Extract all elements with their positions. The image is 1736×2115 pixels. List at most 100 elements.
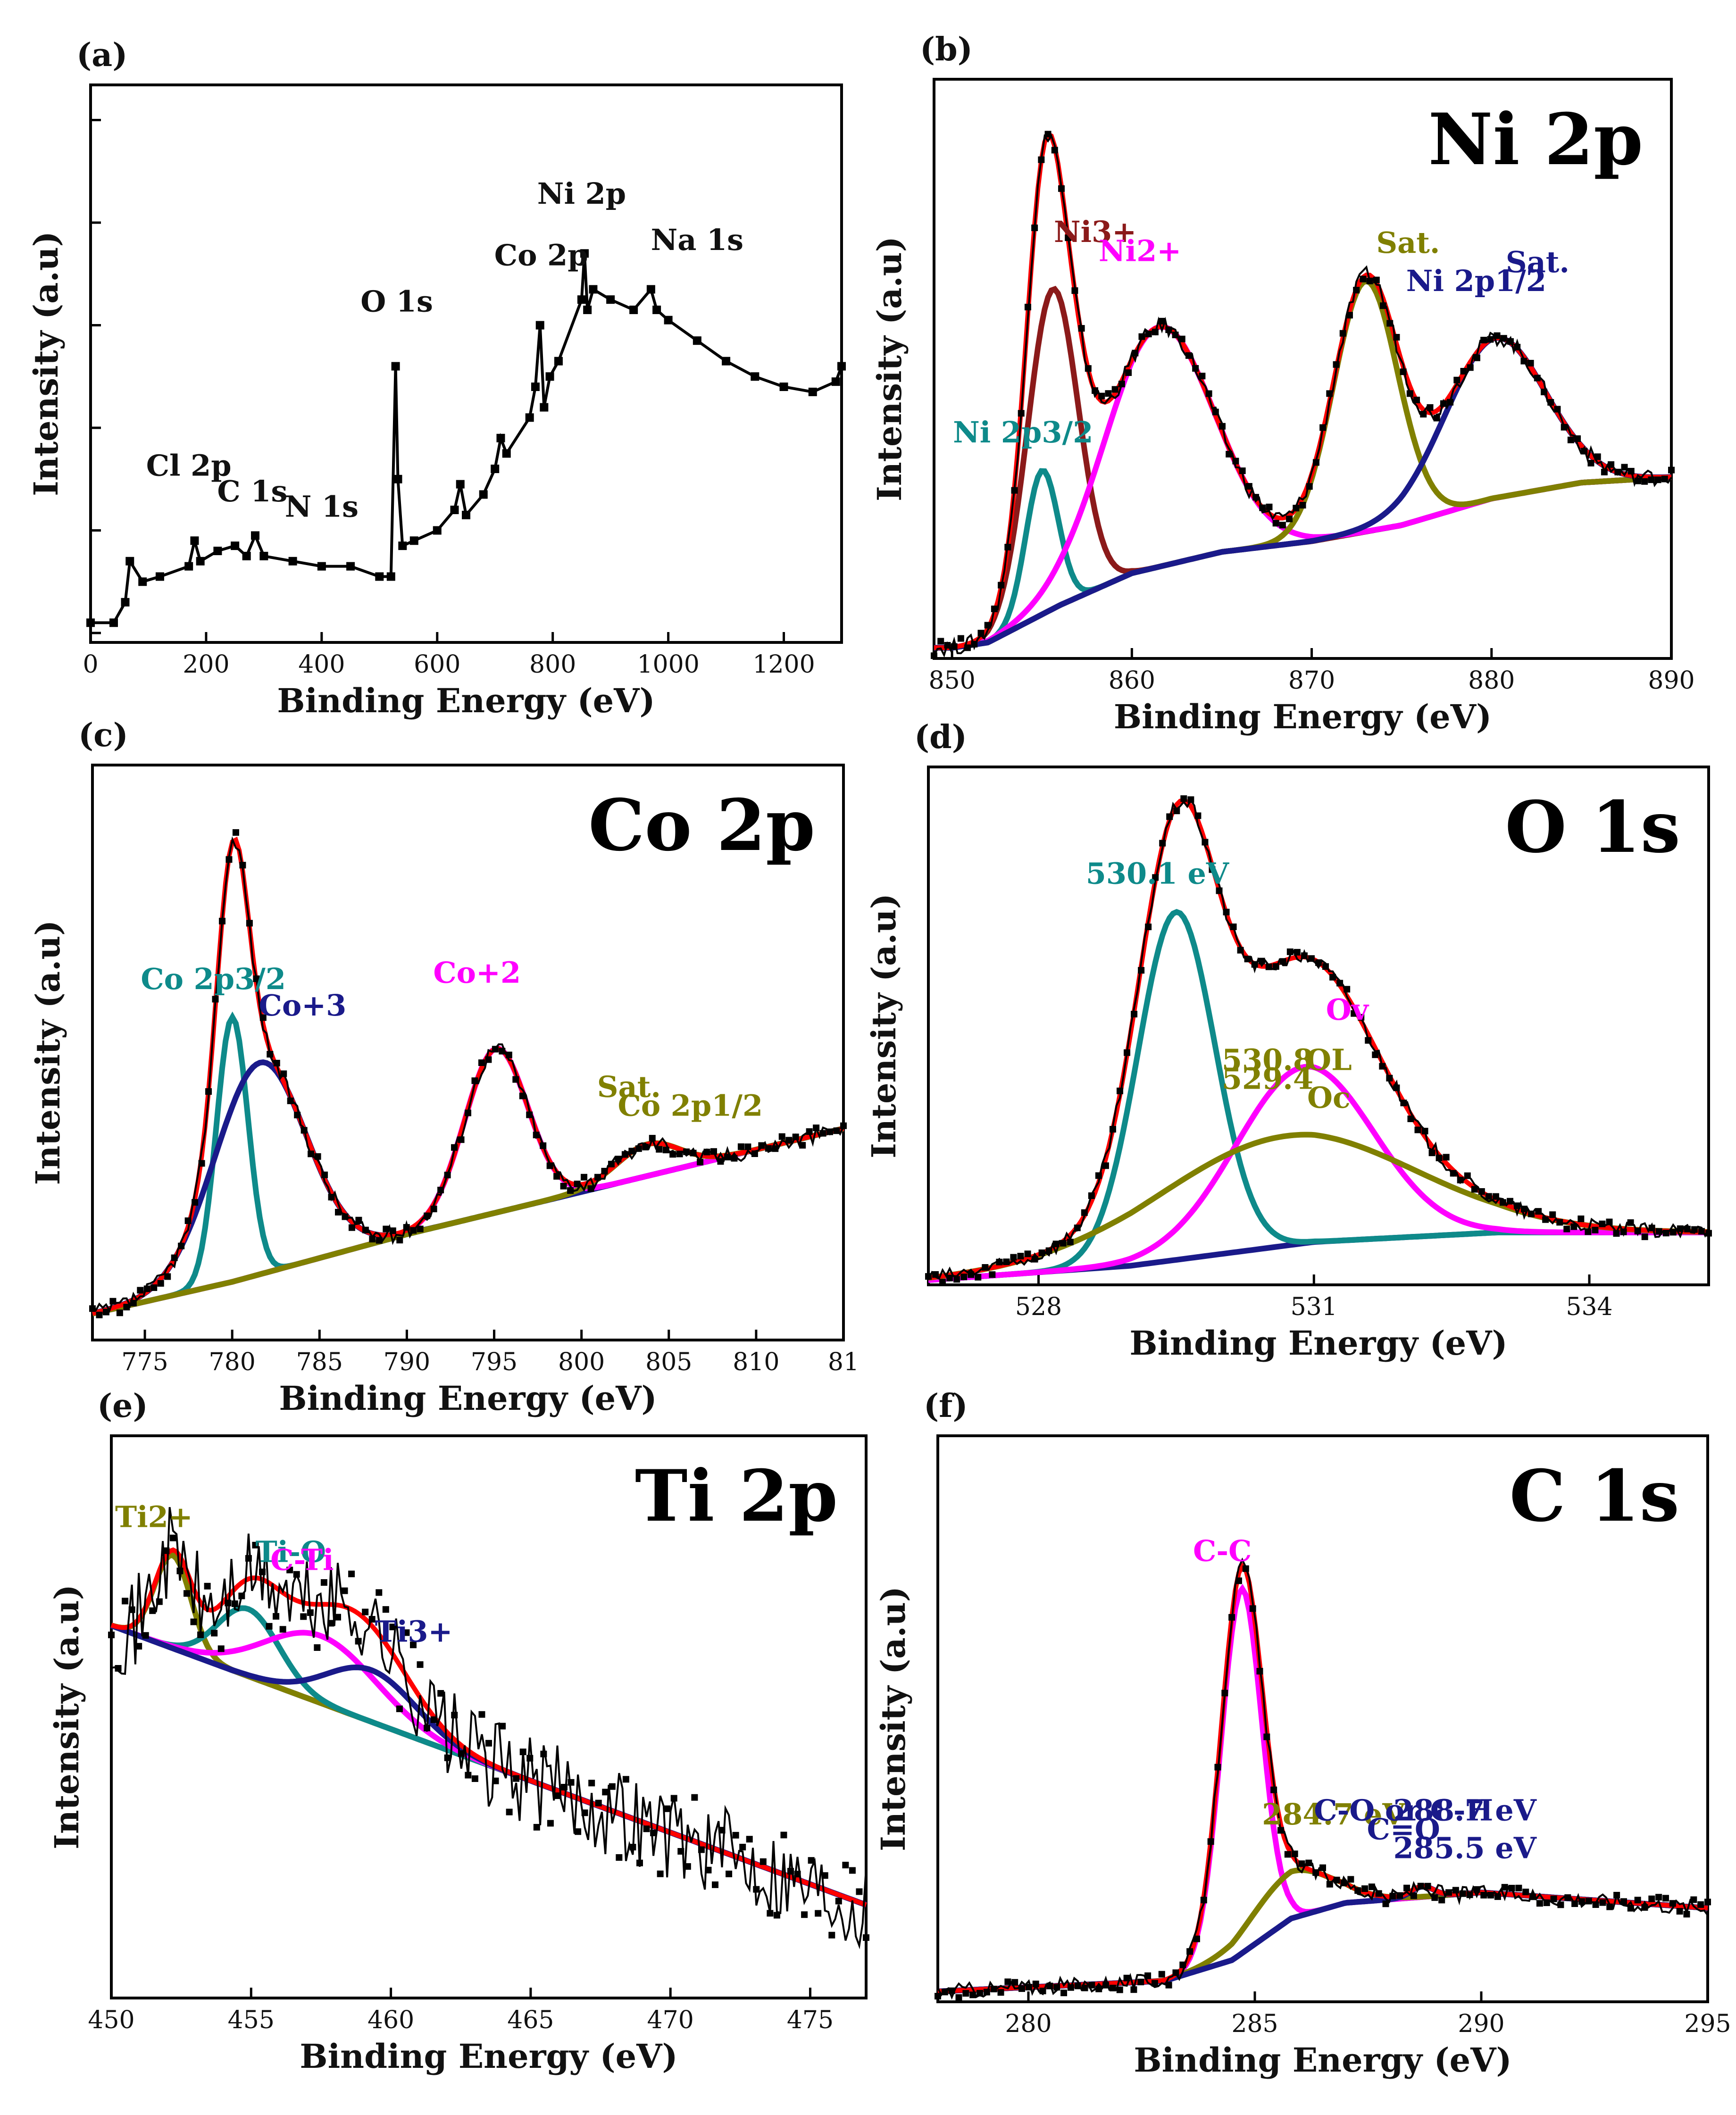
data-line bbox=[111, 1507, 867, 1949]
data-point bbox=[1634, 1227, 1641, 1234]
data-point bbox=[629, 1844, 636, 1851]
data-line bbox=[937, 1557, 1709, 2000]
data-point bbox=[1366, 277, 1373, 284]
data-point bbox=[1165, 1982, 1172, 1989]
data-point bbox=[499, 1723, 506, 1730]
data-point bbox=[1123, 1974, 1130, 1982]
data-point bbox=[1286, 516, 1293, 523]
data-point bbox=[669, 1151, 676, 1158]
survey-point bbox=[251, 531, 260, 540]
data-point bbox=[526, 1755, 534, 1762]
panel-title: O 1s bbox=[1505, 786, 1680, 869]
data-point bbox=[109, 1298, 117, 1305]
data-point bbox=[1705, 1230, 1712, 1237]
y-axis-label: Intensity (a.u) bbox=[26, 231, 66, 496]
data-point bbox=[1613, 1891, 1620, 1899]
data-point bbox=[1172, 1969, 1179, 1976]
data-point bbox=[437, 1186, 444, 1193]
data-point bbox=[163, 1547, 170, 1554]
data-point bbox=[767, 1910, 774, 1917]
data-point bbox=[334, 1614, 341, 1621]
data-point bbox=[1379, 1063, 1386, 1070]
component-0 bbox=[937, 1583, 1708, 1994]
survey-point bbox=[184, 562, 193, 571]
data-point bbox=[1464, 1172, 1471, 1179]
x-tick-label: 475 bbox=[787, 2006, 834, 2034]
data-point bbox=[1286, 948, 1294, 955]
data-point bbox=[1025, 1983, 1032, 1990]
data-point bbox=[252, 1541, 259, 1549]
data-point bbox=[1178, 335, 1185, 342]
y-axis-label: Intensity (a.u) bbox=[864, 893, 903, 1158]
data-point bbox=[581, 1174, 588, 1181]
data-point bbox=[1471, 1186, 1478, 1193]
data-point bbox=[1209, 866, 1216, 873]
data-point bbox=[444, 1172, 451, 1179]
data-point bbox=[376, 1237, 383, 1244]
data-point bbox=[382, 1606, 389, 1613]
data-point bbox=[710, 1148, 718, 1155]
data-point bbox=[1669, 1900, 1676, 1907]
data-point bbox=[1284, 1851, 1291, 1858]
data-point bbox=[1031, 225, 1038, 232]
peak-label: Oc bbox=[1307, 1080, 1351, 1115]
data-point bbox=[1088, 1192, 1095, 1199]
data-point bbox=[314, 1153, 321, 1160]
data-point bbox=[1585, 1898, 1592, 1905]
data-point bbox=[677, 1848, 684, 1855]
data-point bbox=[990, 1985, 997, 1992]
peak-label: Co 2p3/2 bbox=[141, 962, 286, 996]
data-line bbox=[933, 133, 1672, 658]
data-point bbox=[1641, 1904, 1648, 1911]
data-point bbox=[1554, 406, 1561, 413]
data-point bbox=[561, 1783, 568, 1790]
data-point bbox=[122, 1598, 129, 1605]
data-point bbox=[1561, 424, 1568, 431]
data-point bbox=[1322, 963, 1329, 970]
data-point bbox=[1592, 1901, 1599, 1908]
data-point bbox=[1563, 1225, 1570, 1232]
component-2 bbox=[928, 1132, 1709, 1281]
data-point bbox=[1529, 1893, 1536, 1900]
data-point bbox=[108, 1632, 115, 1639]
data-point bbox=[142, 1632, 149, 1639]
data-point bbox=[245, 1555, 252, 1562]
data-point bbox=[1521, 1206, 1528, 1213]
data-point bbox=[369, 1236, 376, 1243]
x-tick-label: 465 bbox=[507, 2006, 554, 2034]
survey-point bbox=[386, 572, 395, 581]
data-point bbox=[1124, 1049, 1131, 1056]
x-tick-label: 780 bbox=[209, 1348, 256, 1376]
data-point bbox=[962, 1990, 969, 1997]
data-point bbox=[1606, 1903, 1613, 1910]
data-point bbox=[960, 1274, 968, 1281]
data-point bbox=[1116, 1986, 1123, 1993]
data-point bbox=[1152, 874, 1159, 881]
data-point bbox=[732, 1832, 739, 1839]
x-tick-label: 1000 bbox=[637, 650, 699, 679]
x-tick-label: 880 bbox=[1468, 666, 1515, 695]
data-point bbox=[941, 1989, 948, 1996]
data-point bbox=[1207, 1838, 1214, 1845]
panel-label: (e) bbox=[97, 1387, 148, 1425]
panel-label: (a) bbox=[76, 36, 127, 74]
data-point bbox=[1634, 1897, 1641, 1904]
data-point bbox=[198, 1160, 205, 1167]
data-point bbox=[1368, 1883, 1375, 1890]
data-point bbox=[102, 1308, 109, 1316]
data-point bbox=[977, 630, 985, 637]
data-point bbox=[1487, 336, 1494, 343]
data-point bbox=[1312, 459, 1319, 466]
peak-label: Ni2+ bbox=[1099, 233, 1181, 268]
data-point bbox=[533, 1824, 540, 1831]
data-point bbox=[1011, 1979, 1018, 1986]
data-line bbox=[927, 798, 1710, 1281]
data-point bbox=[996, 1258, 1003, 1266]
data-point bbox=[1386, 1074, 1393, 1082]
data-point bbox=[471, 1775, 478, 1782]
survey-point bbox=[398, 541, 407, 550]
data-point bbox=[971, 641, 978, 648]
data-point bbox=[1081, 1984, 1088, 1991]
data-point bbox=[1074, 1982, 1081, 1990]
